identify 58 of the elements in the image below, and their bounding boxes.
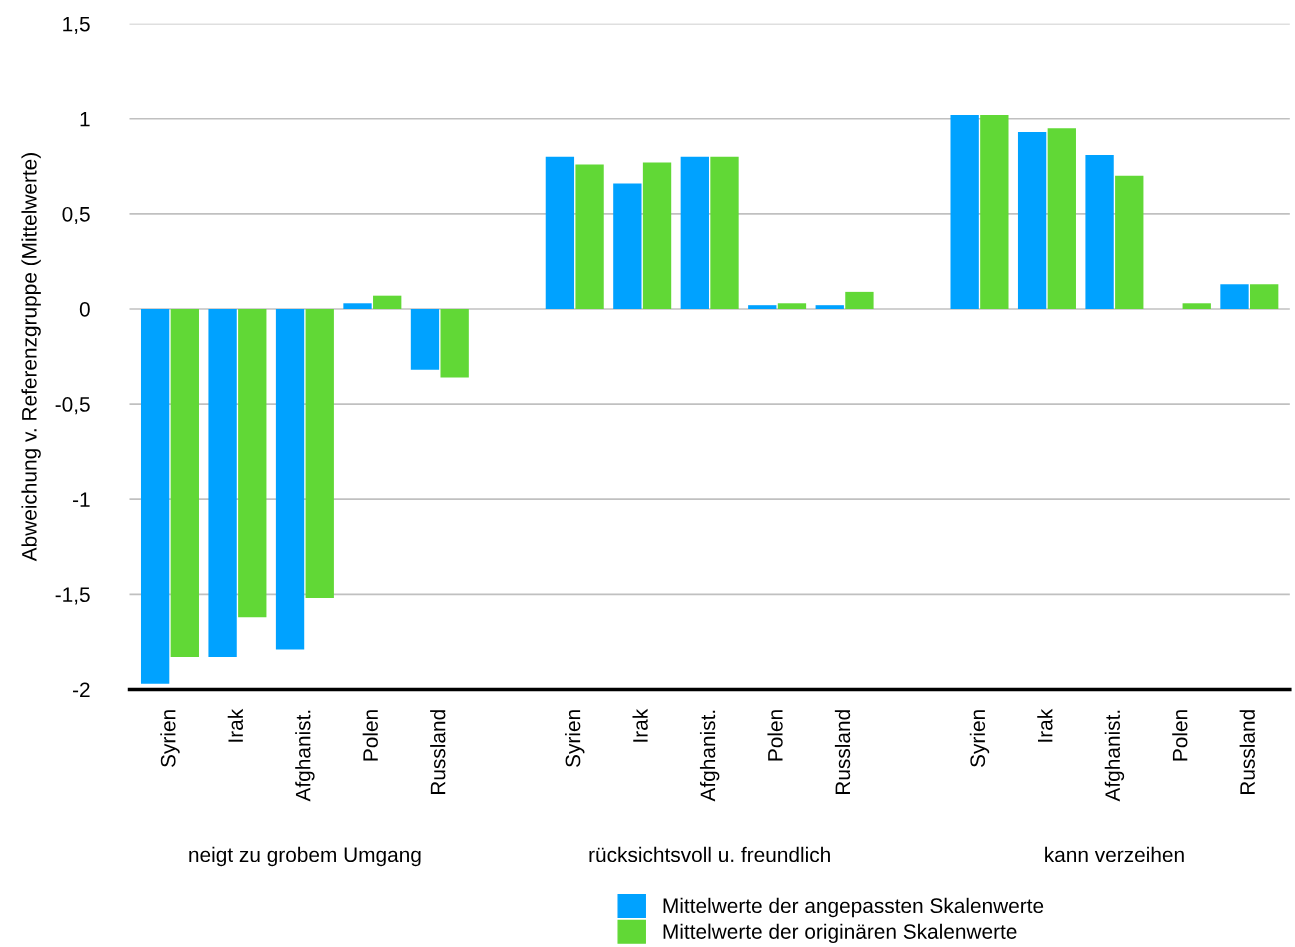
y-tick-label: -1 — [73, 492, 90, 507]
y-tick-label: 0 — [79, 301, 90, 317]
text: kann verzeihen — [1045, 846, 1184, 863]
x-tick-label: Irak — [227, 708, 244, 742]
text: neigt zu grobem Umgang — [189, 846, 421, 867]
x-tick-label: Polen — [362, 710, 378, 761]
bar — [777, 303, 807, 309]
y-tick-label: -2 — [73, 682, 90, 697]
bar — [710, 156, 739, 309]
bar — [1182, 303, 1211, 309]
bar — [343, 303, 372, 309]
bar — [1220, 284, 1249, 309]
bar — [545, 156, 575, 309]
x-tick-label: Polen — [1172, 710, 1188, 761]
legend-label: Mittelwerte der originären Skalenwerte — [663, 923, 1017, 944]
x-tick-label: Syrien — [565, 710, 585, 767]
y-tick-label: -1,5 — [55, 587, 90, 605]
bar — [575, 164, 604, 309]
bar — [1017, 132, 1047, 309]
bar — [642, 162, 672, 309]
bar — [305, 308, 334, 599]
bar — [373, 295, 402, 309]
y-tick-label: -0,5 — [55, 397, 90, 415]
bar — [1047, 128, 1076, 309]
x-tick-label: Polen — [767, 710, 783, 761]
y-tick-label: 0,5 — [62, 206, 90, 225]
bar — [613, 183, 642, 309]
bar — [1115, 175, 1144, 309]
bar — [208, 308, 237, 658]
y-tick-label: 1,5 — [63, 16, 90, 34]
bar — [238, 308, 267, 618]
x-tick-label: Afghanist. — [295, 710, 315, 802]
text: rücksichtsvoll u. freundlich — [589, 846, 830, 863]
x-tick-label: Syrien — [160, 710, 180, 767]
bar — [140, 308, 170, 684]
x-tick-label: Afghanist. — [699, 710, 720, 802]
x-tick-label: Russland — [834, 710, 851, 794]
bar — [980, 114, 1009, 309]
bar — [1085, 154, 1114, 309]
bar — [680, 156, 709, 309]
x-tick-label: Irak — [632, 708, 648, 742]
bar — [440, 308, 469, 378]
bar — [845, 291, 874, 309]
bar — [1250, 284, 1279, 309]
legend-label: Mittelwerte der angepassten Skalenwerte — [663, 897, 1044, 918]
x-tick-label: Russland — [1239, 710, 1255, 794]
bar — [950, 114, 979, 309]
x-tick-label: Irak — [1037, 708, 1053, 742]
bar — [170, 308, 199, 658]
y-tick-label: 1 — [80, 112, 90, 127]
x-tick-label: Afghanist. — [1104, 710, 1125, 802]
y-axis-title: Abweichung v. Referenzgruppe (Mittelwerte) — [21, 153, 41, 562]
x-tick-label: Russland — [430, 710, 446, 794]
bar — [410, 308, 440, 370]
bar — [275, 308, 305, 650]
bar — [748, 305, 777, 309]
bar — [815, 305, 844, 309]
x-tick-label: Syrien — [969, 710, 990, 767]
